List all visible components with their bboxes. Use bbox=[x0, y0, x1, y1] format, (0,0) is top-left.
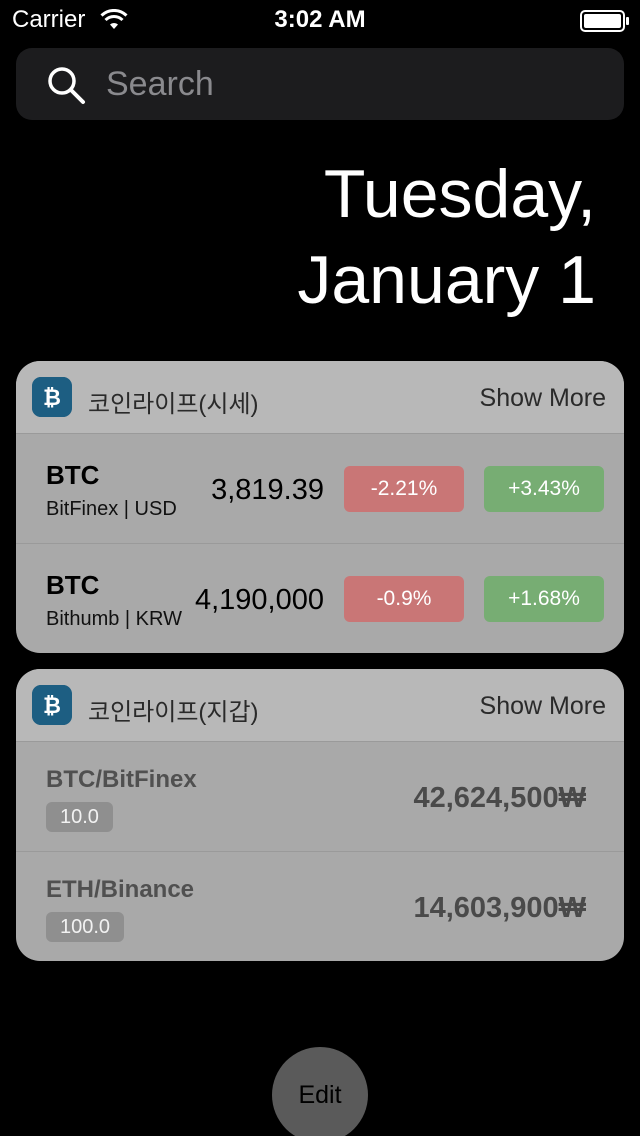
change-negative-badge: -2.21% bbox=[344, 466, 464, 512]
exchange-label: BitFinex | USD bbox=[46, 498, 177, 520]
search-icon bbox=[48, 67, 85, 104]
wallet-pair: ETH/Binance bbox=[46, 876, 195, 903]
price-value: 3,819.39 bbox=[211, 474, 324, 506]
quantity-badge: 100.0 bbox=[46, 912, 125, 942]
bitcoin-icon: ₿ bbox=[32, 685, 72, 725]
coin-symbol: BTC bbox=[46, 460, 100, 490]
quantity-badge: 10.0 bbox=[46, 802, 113, 832]
coin-symbol: BTC bbox=[46, 570, 100, 600]
search-placeholder: Search bbox=[106, 65, 214, 103]
exchange-label: Bithumb | KRW bbox=[46, 608, 182, 630]
carrier-label: Carrier bbox=[12, 6, 86, 33]
price-widget-header: ₿ 코인라이프(시세) Show More bbox=[16, 361, 624, 433]
date-weekday: Tuesday, bbox=[323, 156, 596, 232]
wallet-value: 14,603,900₩ bbox=[413, 892, 586, 924]
wallet-row[interactable]: ETH/Binance 100.0 14,603,900₩ bbox=[16, 851, 624, 961]
wallet-widget-title: 코인라이프(지갑) bbox=[88, 699, 259, 726]
price-row[interactable]: BTC Bithumb | KRW 4,190,000 -0.9% +1.68% bbox=[16, 543, 624, 653]
bitcoin-icon: ₿ bbox=[32, 377, 72, 417]
wallet-show-more-button[interactable]: Show More bbox=[479, 692, 606, 720]
svg-text:₿: ₿ bbox=[43, 386, 61, 411]
price-show-more-button[interactable]: Show More bbox=[479, 384, 606, 412]
search-bar[interactable]: Search bbox=[16, 48, 624, 120]
wallet-pair: BTC/BitFinex bbox=[46, 766, 197, 793]
price-row[interactable]: BTC BitFinex | USD 3,819.39 -2.21% +3.43… bbox=[16, 433, 624, 543]
wifi-icon bbox=[100, 9, 128, 29]
wallet-row[interactable]: BTC/BitFinex 10.0 42,624,500₩ bbox=[16, 741, 624, 851]
status-time: 3:02 AM bbox=[274, 6, 366, 33]
price-value: 4,190,000 bbox=[194, 584, 324, 616]
wallet-value: 42,624,500₩ bbox=[413, 782, 586, 814]
change-positive-badge: +3.43% bbox=[484, 466, 604, 512]
date-day: January 1 bbox=[297, 242, 596, 318]
change-negative-badge: -0.9% bbox=[344, 576, 464, 622]
svg-text:₿: ₿ bbox=[43, 694, 61, 719]
battery-icon bbox=[580, 10, 629, 32]
change-positive-badge: +1.68% bbox=[484, 576, 604, 622]
status-bar: Carrier 3:02 AM bbox=[0, 0, 640, 40]
price-widget: ₿ 코인라이프(시세) Show More BTC BitFinex | USD… bbox=[16, 361, 624, 653]
edit-button[interactable]: Edit bbox=[272, 1047, 368, 1136]
wallet-widget-header: ₿ 코인라이프(지갑) Show More bbox=[16, 669, 624, 741]
wallet-widget: ₿ 코인라이프(지갑) Show More BTC/BitFinex 10.0 … bbox=[16, 669, 624, 961]
price-widget-title: 코인라이프(시세) bbox=[88, 391, 259, 418]
